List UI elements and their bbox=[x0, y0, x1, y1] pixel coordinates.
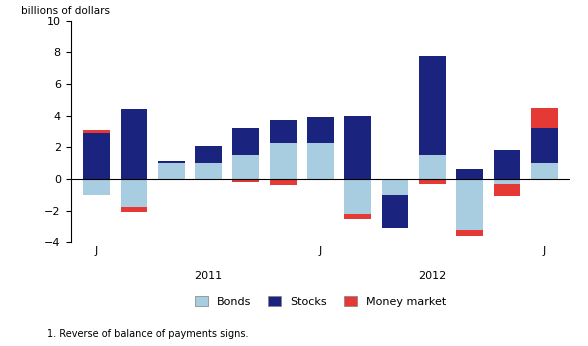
Bar bbox=[232, 155, 259, 179]
Bar bbox=[232, 179, 259, 182]
Bar bbox=[270, 120, 296, 143]
Text: 1. Reverse of balance of payments signs.: 1. Reverse of balance of payments signs. bbox=[47, 329, 249, 339]
Bar bbox=[493, 179, 520, 184]
Text: 2012: 2012 bbox=[418, 271, 446, 281]
Bar bbox=[493, 151, 520, 179]
Bar bbox=[232, 128, 259, 155]
Bar bbox=[531, 108, 557, 128]
Bar bbox=[158, 161, 185, 163]
Bar bbox=[195, 146, 222, 163]
Bar bbox=[83, 133, 110, 179]
Bar bbox=[121, 179, 148, 207]
Bar bbox=[345, 116, 371, 179]
Bar bbox=[121, 207, 148, 212]
Bar bbox=[456, 179, 483, 229]
Bar bbox=[307, 117, 334, 143]
Bar bbox=[270, 179, 296, 185]
Bar bbox=[531, 128, 557, 163]
Bar bbox=[345, 179, 371, 214]
Bar bbox=[419, 155, 446, 179]
Bar bbox=[382, 179, 409, 195]
Bar bbox=[307, 143, 334, 179]
Bar bbox=[456, 170, 483, 179]
Bar bbox=[382, 195, 409, 228]
Bar bbox=[345, 214, 371, 219]
Bar bbox=[531, 163, 557, 179]
Bar bbox=[83, 130, 110, 133]
Bar bbox=[493, 184, 520, 196]
Text: 2011: 2011 bbox=[195, 271, 223, 281]
Bar bbox=[419, 179, 446, 184]
Bar bbox=[195, 163, 222, 179]
Text: billions of dollars: billions of dollars bbox=[21, 6, 109, 16]
Bar bbox=[456, 229, 483, 236]
Legend: Bonds, Stocks, Money market: Bonds, Stocks, Money market bbox=[195, 297, 446, 307]
Bar bbox=[270, 143, 296, 179]
Bar bbox=[419, 56, 446, 155]
Bar bbox=[83, 179, 110, 195]
Bar bbox=[158, 163, 185, 179]
Bar bbox=[121, 109, 148, 179]
